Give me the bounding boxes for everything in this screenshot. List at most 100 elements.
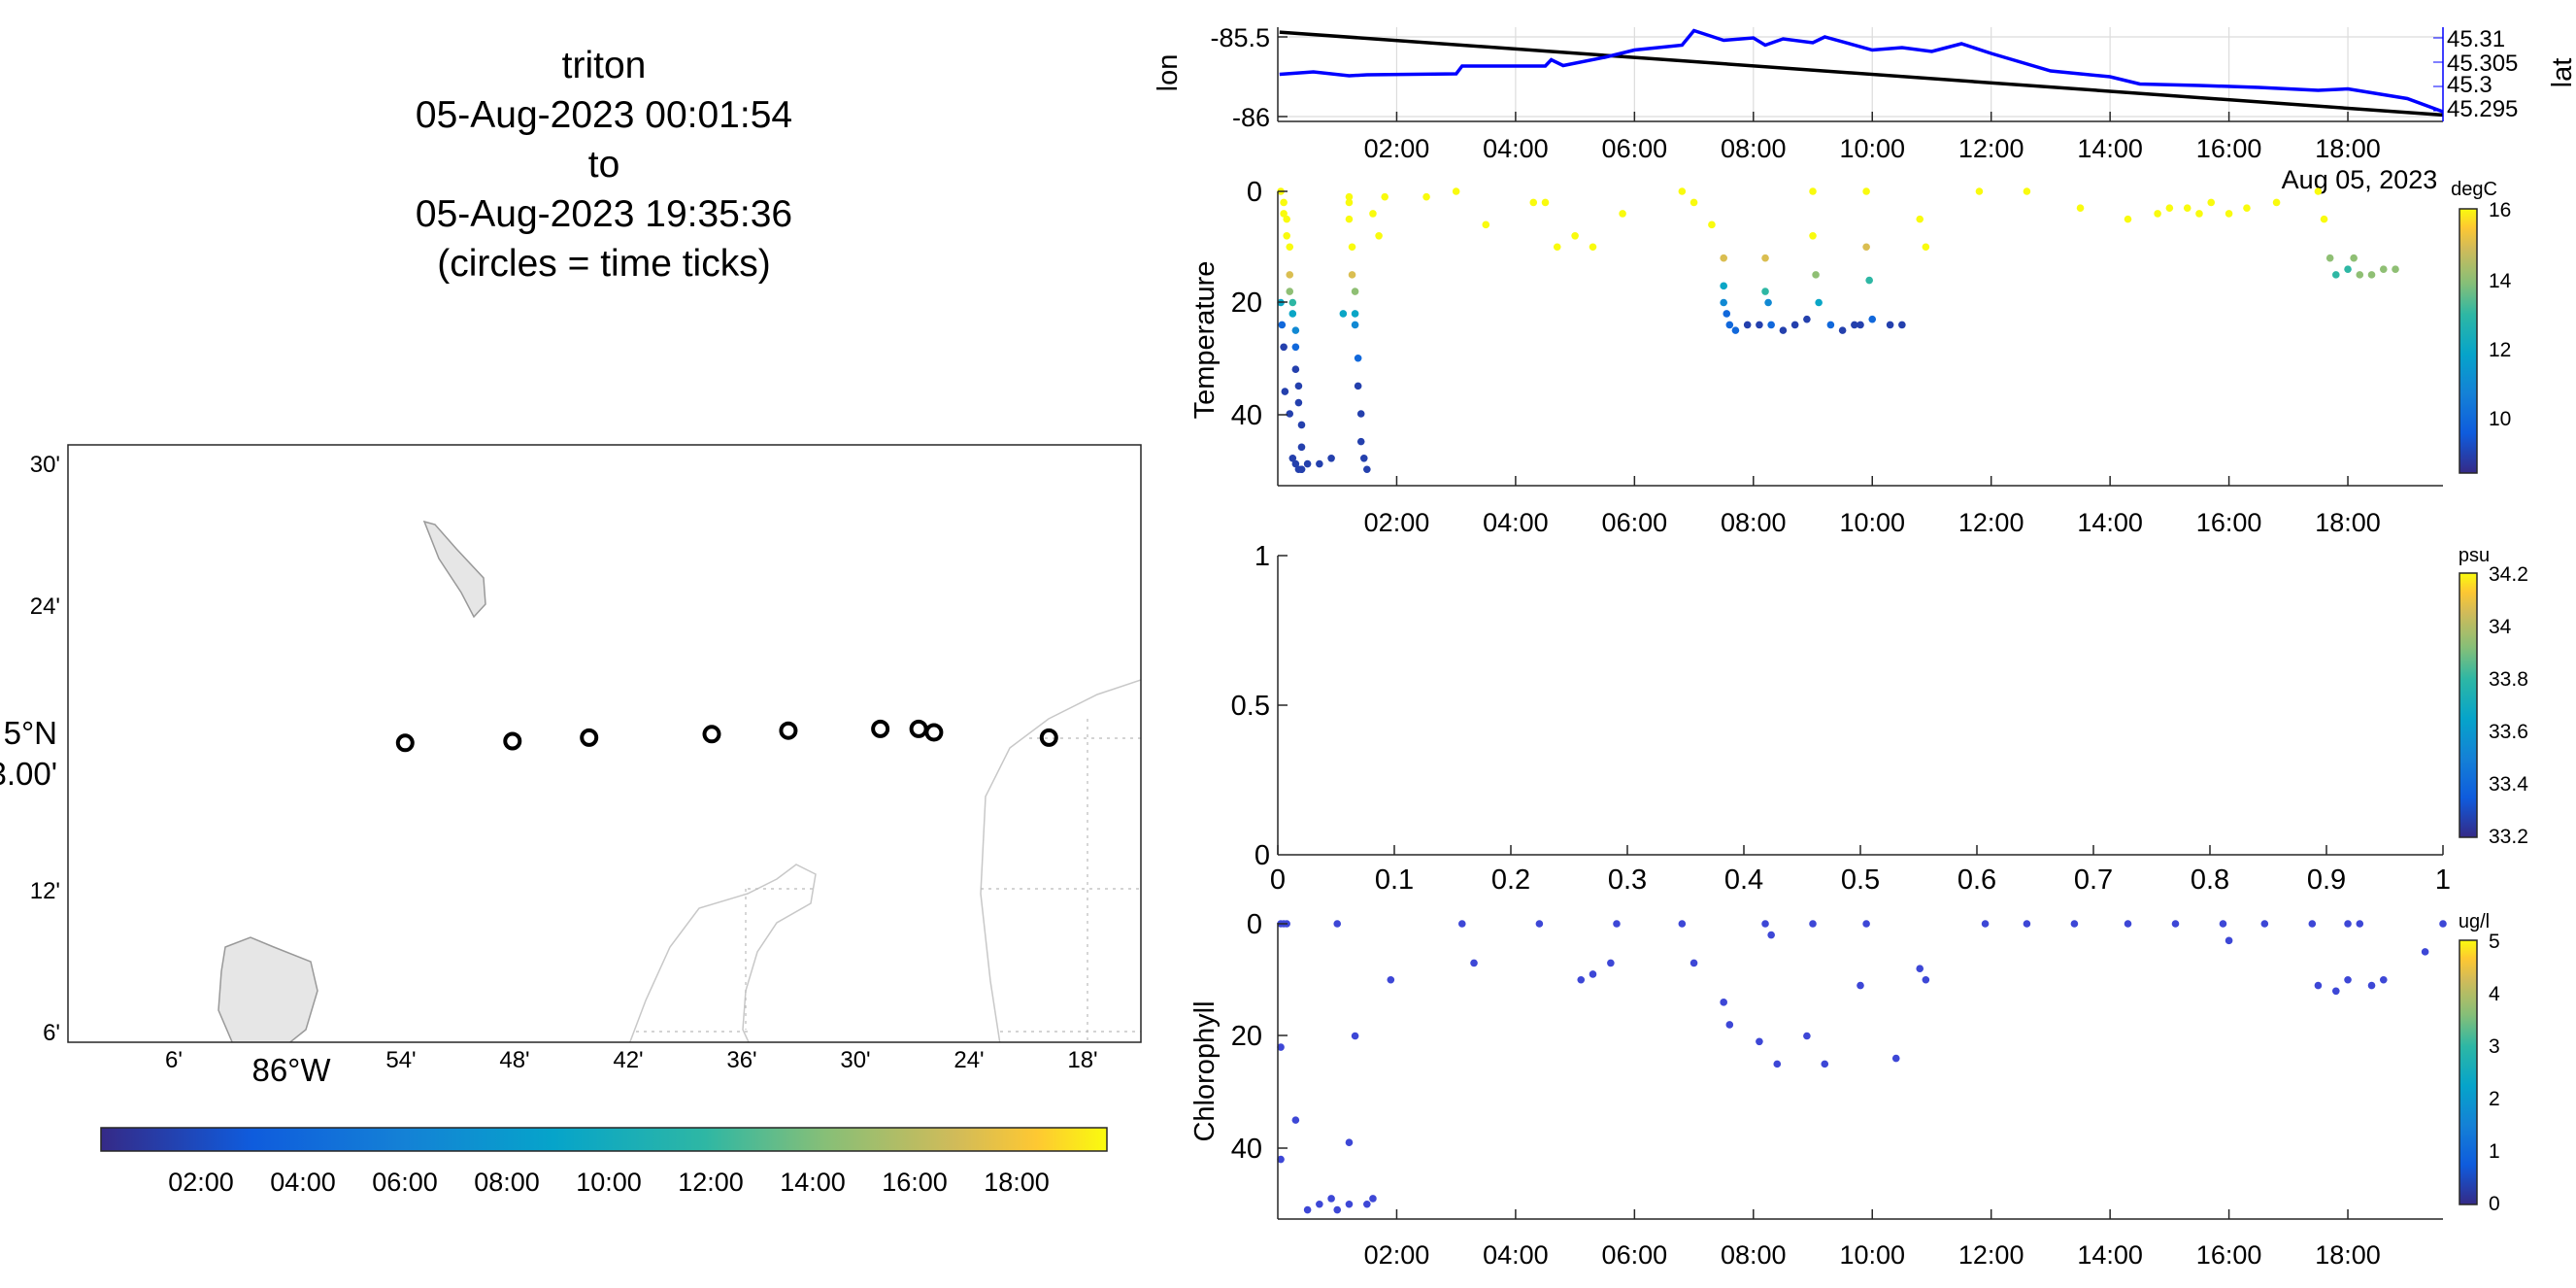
salinity-x-tick-label: 0.7 <box>2074 864 2113 896</box>
temperature-point <box>1916 215 1924 223</box>
chlorophyll-point <box>1773 1060 1782 1068</box>
temperature-point <box>1452 187 1460 195</box>
temperature-point <box>1756 321 1763 329</box>
temperature-x-tick-label: 12:00 <box>1958 508 2024 537</box>
temperature-point <box>1764 298 1772 307</box>
chlorophyll-x-tick-label: 12:00 <box>1958 1240 2024 1270</box>
map-colorbar-tick: 12:00 <box>678 1168 744 1197</box>
map-colorbar-tick: 08:00 <box>474 1168 540 1197</box>
title-line-5: (circles = time ticks) <box>437 243 770 285</box>
salinity-panel: 1 0.5 0 0 0.1 0.2 0.3 0.4 0.5 0.6 0.7 0.8 0.9 1 ps… <box>1231 541 2529 896</box>
temperature-point <box>2356 271 2364 279</box>
temperature-x-tick-label: 02:00 <box>1364 508 1430 537</box>
map-land <box>217 520 1141 1042</box>
temperature-x-tick-label: 18:00 <box>2315 508 2381 537</box>
chlorophyll-x-tick-label: 02:00 <box>1364 1240 1430 1270</box>
chlorophyll-point <box>2308 920 2317 928</box>
temperature-x-tick-label: 04:00 <box>1483 508 1549 537</box>
temperature-point <box>1291 459 1300 468</box>
temperature-point <box>1862 243 1870 252</box>
map-time-circle <box>503 731 522 751</box>
map-colorbar-tick: 18:00 <box>984 1168 1050 1197</box>
temperature-point <box>1297 421 1306 429</box>
temperature-points <box>1277 187 2399 474</box>
temperature-point <box>1291 326 1300 334</box>
chlorophyll-colorbar-tick: 3 <box>2489 1035 2500 1058</box>
temperature-point <box>1851 321 1858 329</box>
chlorophyll-point <box>2219 920 2227 928</box>
lonlat-date-label: Aug 05, 2023 <box>2282 165 2438 194</box>
temperature-point <box>1725 321 1734 329</box>
chlorophyll-point <box>2225 936 2233 945</box>
temperature-point <box>2320 215 2328 223</box>
lonlat-x-tick-label: 02:00 <box>1364 134 1430 163</box>
title-line-1: triton <box>562 45 647 86</box>
temperature-point <box>1283 215 1290 223</box>
temperature-point <box>1678 187 1687 195</box>
chlorophyll-points <box>1277 920 2447 1214</box>
map-lon-tick: 42' <box>613 1047 643 1073</box>
chlorophyll-panel: 0 20 40 Chlorophyll 02:00 04:00 06:00 08:00… <box>1189 909 2500 1270</box>
chlorophyll-point <box>1891 1054 1900 1063</box>
temperature-point <box>1803 315 1811 323</box>
chlorophyll-x-tick-label: 08:00 <box>1721 1240 1787 1270</box>
map-time-circle <box>909 719 928 738</box>
lonlat-x-tick-label: 08:00 <box>1721 134 1787 163</box>
map-lon-ticks: 6' 54' 48' 42' 36' 30' 24' 18' <box>165 1047 1098 1073</box>
temperature-x-ticks: 02:00 04:00 06:00 08:00 10:00 12:00 14:00 16:00… <box>1364 476 2381 537</box>
temperature-point <box>1291 343 1300 352</box>
temperature-point <box>2379 265 2388 273</box>
map-lon-tick: 24' <box>953 1047 984 1073</box>
temperature-point <box>1369 210 1377 218</box>
lat-tick: 45.295 <box>2447 96 2518 122</box>
temperature-point <box>1767 321 1775 329</box>
temperature-point <box>1278 321 1287 329</box>
map-lon-tick: 48' <box>499 1047 529 1073</box>
temperature-point <box>1812 271 1820 279</box>
map-time-circle <box>924 723 944 742</box>
map-lon-degree-label: 86°W <box>251 1052 331 1088</box>
temperature-point <box>1291 365 1300 374</box>
chlorophyll-point <box>1333 920 1342 928</box>
temperature-point <box>1815 298 1823 307</box>
lat-tick: 45.31 <box>2447 26 2505 52</box>
chlorophyll-point <box>1351 1032 1359 1040</box>
temperature-point <box>1286 410 1294 418</box>
map-lat-tick: 30' <box>30 452 60 478</box>
temperature-y-tick: 40 <box>1231 400 1262 431</box>
temperature-point <box>1779 326 1788 334</box>
temperature-point <box>2165 204 2174 212</box>
lon-tick: -85.5 <box>1210 23 1270 52</box>
temperature-point <box>1541 198 1550 207</box>
salinity-colorbar-tick: 33.8 <box>2489 668 2528 691</box>
salinity-y-tick: 0.5 <box>1231 691 1270 722</box>
temperature-point <box>1294 382 1303 390</box>
chlorophyll-point <box>1369 1195 1377 1203</box>
chlorophyll-point <box>1316 1200 1323 1208</box>
temperature-point <box>1723 310 1731 318</box>
temperature-colorbar <box>2459 208 2478 474</box>
temperature-point <box>1351 321 1359 329</box>
island-southwest <box>217 936 318 1042</box>
chlorophyll-point <box>1613 920 1621 928</box>
chlorophyll-point <box>1981 920 1990 928</box>
chlorophyll-point <box>1277 1043 1285 1051</box>
chlorophyll-point <box>1333 1205 1342 1214</box>
salinity-y-tick: 1 <box>1255 541 1270 572</box>
chlorophyll-colorbar-tick: 2 <box>2489 1088 2500 1110</box>
temperature-point <box>1348 271 1356 279</box>
temperature-y-ticks: 0 20 40 <box>1231 177 1288 431</box>
temperature-point <box>1790 321 1799 329</box>
chlorophyll-y-ticks: 0 20 40 <box>1231 909 1288 1165</box>
temperature-point <box>1280 198 1288 207</box>
temperature-point <box>2272 198 2281 207</box>
temperature-x-tick-label: 10:00 <box>1839 508 1905 537</box>
temperature-point <box>2367 271 2376 279</box>
lat-series-line <box>1279 28 2444 114</box>
temperature-point <box>1327 455 1335 462</box>
map-colorbar-tick: 06:00 <box>372 1168 438 1197</box>
chlorophyll-x-tick-label: 18:00 <box>2315 1240 2381 1270</box>
temperature-point <box>1381 192 1389 201</box>
temperature-y-tick: 0 <box>1247 177 1262 208</box>
map-colorbar-tick: 14:00 <box>780 1168 846 1197</box>
